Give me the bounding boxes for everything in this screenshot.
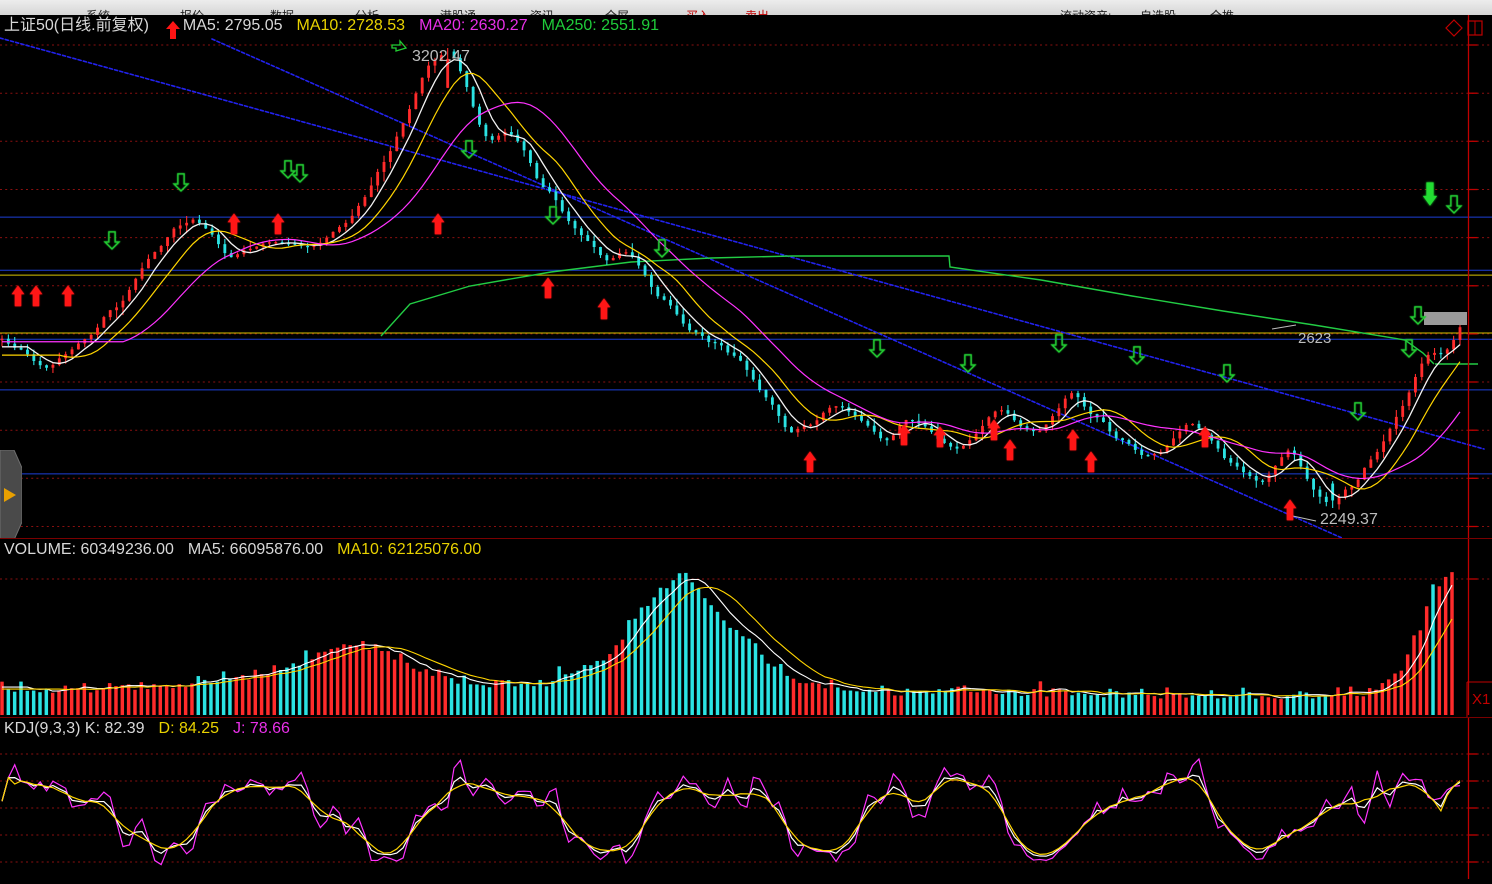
svg-text:3202.47: 3202.47: [412, 48, 470, 65]
svg-text:2623: 2623: [1298, 330, 1331, 347]
svg-text:2249.37: 2249.37: [1320, 511, 1378, 528]
svg-text:X1: X1: [1472, 691, 1490, 708]
